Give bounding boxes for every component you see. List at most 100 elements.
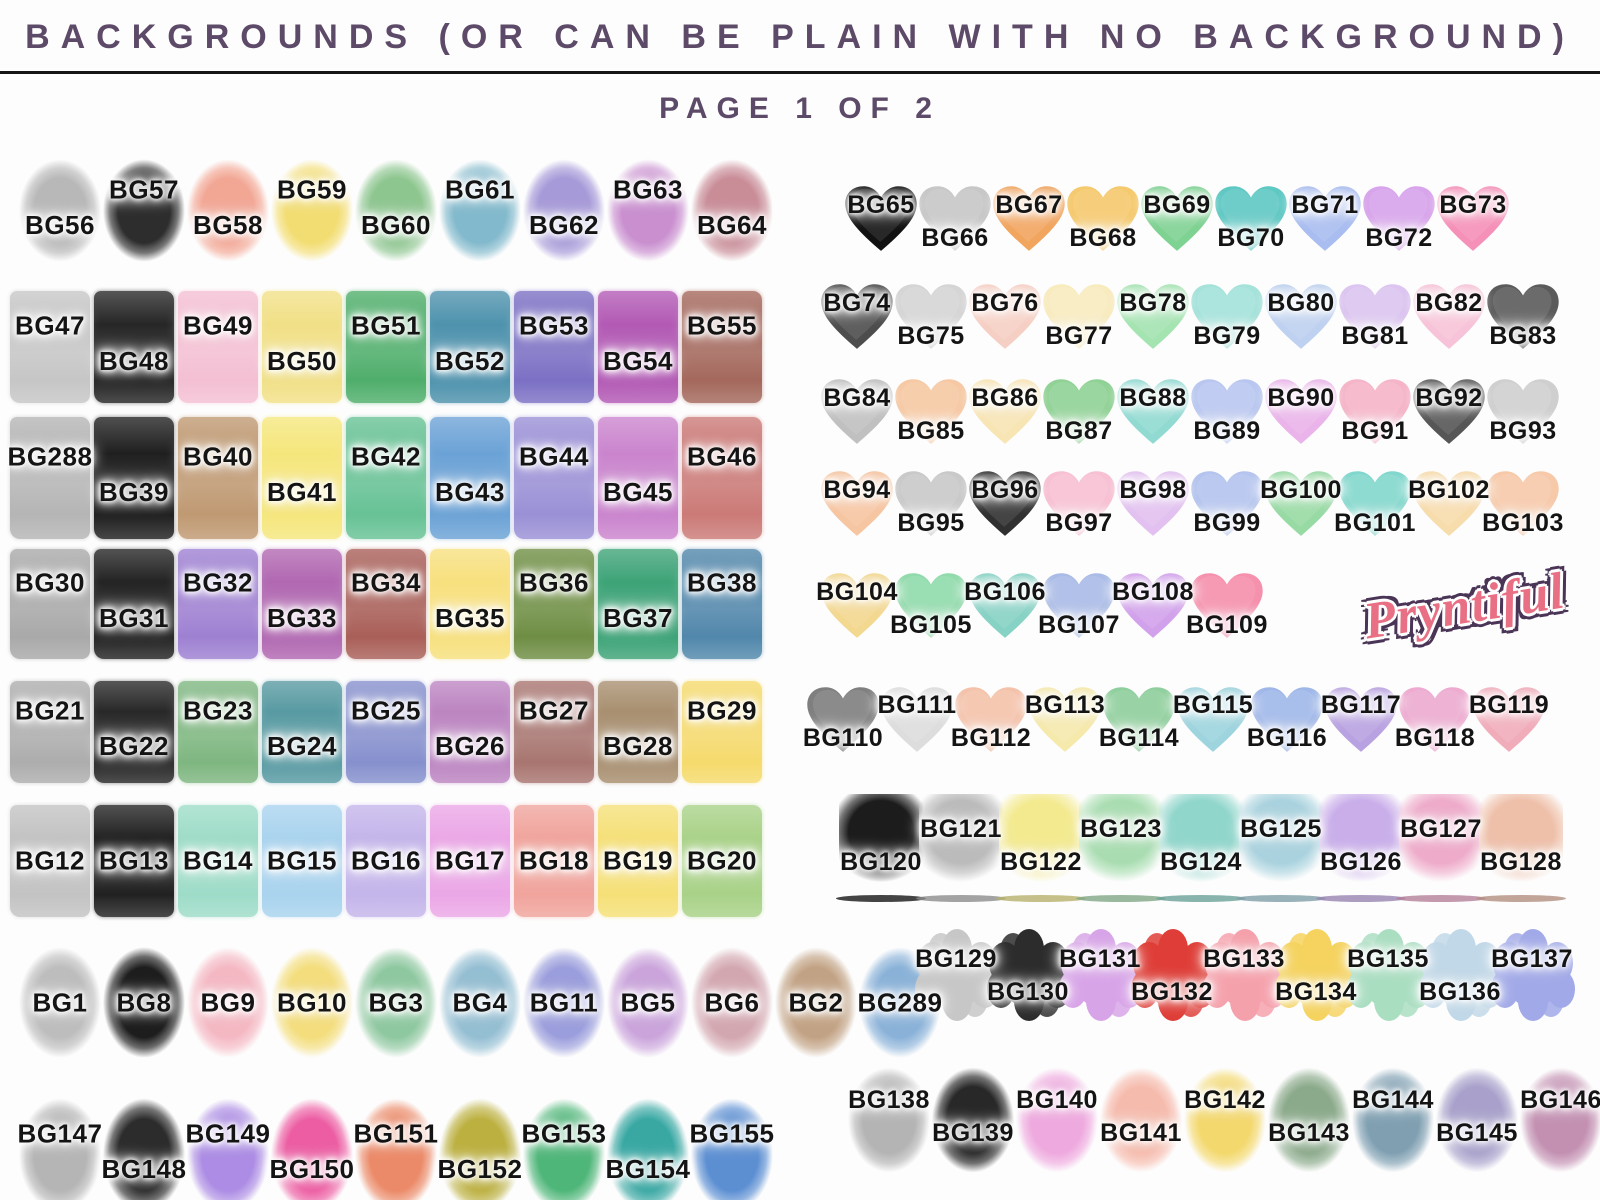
swatch-bg6: BG6 [682,935,782,1070]
splat-swatch-shape [1007,1056,1107,1184]
swatch-bg3: BG3 [346,935,446,1070]
heart-shape [1189,377,1265,447]
swatch-bg70: BG70 [1213,184,1289,266]
swatch-label: BG86 [971,383,1039,412]
swatch-bg49: BG49 [178,291,258,403]
swatch-bg151: BG151 [346,1086,446,1200]
swatch-label: BG143 [1268,1118,1350,1147]
swatch-bg141: BG141 [1091,1056,1191,1184]
heart-shape [953,685,1029,755]
swatch-bg147: BG147 [10,1086,110,1200]
splat-swatch-shape [94,1086,194,1200]
square-swatch-shape [262,681,342,783]
swatch-label: BG62 [529,209,599,240]
swatch-bg81: BG81 [1337,282,1413,364]
swatch-bg41: BG41 [262,417,342,539]
swatch-label: BG53 [519,310,589,341]
paint-splash-shape [1315,794,1407,902]
swatch-bg74: BG74 [819,282,895,364]
swatch-bg98: BG98 [1115,469,1191,551]
swatch-bg154: BG154 [598,1086,698,1200]
square-swatch-shape [346,549,426,659]
swatch-bg12: BG12 [10,805,90,917]
swatch-row: BG74 BG75 BG76 BG77 BG78 BG79 BG80 BG81 BG82 BG83 [819,280,1600,366]
pryntiful-logo-text: Pryntiful [1360,562,1570,650]
swatch-label: BG37 [603,602,673,633]
swatch-row: BG1 BG8 BG9 BG10 BG3 BG4 BG11 BG5 BG6 BG2 BG289 [10,935,950,1070]
swatch-label: BG89 [1193,416,1261,445]
swatch-bg82: BG82 [1411,282,1487,364]
splat-swatch-shape [682,148,782,273]
splat-swatch-shape [514,1086,614,1200]
splat-swatch-shape [598,1086,698,1200]
heart-shape [1337,469,1413,539]
heart-shape [1263,377,1339,447]
swatch-bg140: BG140 [1007,1056,1107,1184]
heart-shape [893,282,969,352]
swatch-label: BG31 [99,602,169,633]
swatch-label: BG5 [620,987,676,1017]
brush-blob-shape [1361,942,1417,1008]
heart-shape [1411,282,1487,352]
paint-drip-line [995,895,1087,902]
swatch-bg96: BG96 [967,469,1043,551]
swatch-label: BG90 [1267,383,1335,412]
swatch-label: BG70 [1217,223,1285,252]
heart-shape [1041,282,1117,352]
swatch-label: BG45 [603,476,673,507]
swatch-label: BG96 [971,475,1039,504]
square-swatch-shape [430,291,510,403]
swatch-bg145: BG145 [1427,1056,1527,1184]
swatch-label: BG78 [1119,288,1187,317]
swatch-label: BG4 [452,987,508,1017]
splat-swatch-shape [923,1056,1023,1184]
swatch-label: BG99 [1193,508,1261,537]
square-swatch-shape [430,681,510,783]
paint-drip-line [1315,895,1407,902]
swatch-label: BG117 [1320,690,1402,719]
paint-splash-shape [1075,794,1167,902]
square-swatch-shape [10,805,90,917]
swatch-label: BG126 [1320,847,1402,876]
swatch-label: BG34 [351,567,421,598]
swatch-bg87: BG87 [1041,377,1117,459]
swatch-bg14: BG14 [178,805,258,917]
swatch-label: BG130 [987,977,1069,1006]
swatch-bg138: BG138 [839,1056,939,1184]
swatch-label: BG68 [1069,223,1137,252]
swatch-bg110: BG110 [803,685,883,765]
square-swatch-shape [682,805,762,917]
square-swatch-shape [346,681,426,783]
swatch-label: BG113 [1024,690,1106,719]
swatch-bg54: BG54 [598,291,678,403]
swatch-bg107: BG107 [1038,571,1119,653]
swatch-label: BG24 [267,730,337,761]
splat-swatch-shape [178,148,278,273]
swatch-bg39: BG39 [94,417,174,539]
brush-blob-shape [1433,942,1489,1008]
swatch-bg124: BG124 [1155,794,1247,904]
swatch-bg139: BG139 [923,1056,1023,1184]
swatch-bg153: BG153 [514,1086,614,1200]
swatch-bg101: BG101 [1334,469,1416,551]
swatch-label: BG2 [788,987,844,1017]
swatch-bg155: BG155 [682,1086,782,1200]
swatch-label: BG16 [351,845,421,876]
swatch-label: BG74 [823,288,891,317]
swatch-bg30: BG30 [10,549,90,659]
paint-splash-shape [1235,794,1327,902]
swatch-label: BG91 [1341,416,1409,445]
swatch-column-right: BG65 BG66 BG67 BG68 BG69 BG70 BG71 BG72 BG73 BG74… [803,140,1600,1190]
swatch-bg18: BG18 [514,805,594,917]
swatch-label: BG60 [361,209,431,240]
swatch-label: BG118 [1394,723,1476,752]
swatch-label: BG50 [267,345,337,376]
swatch-bg136: BG136 [1419,920,1501,1038]
swatch-bg31: BG31 [94,549,174,659]
swatch-bg118: BG118 [1394,685,1476,765]
swatch-bg64: BG64 [682,148,782,273]
splat-swatch-shape [1343,1056,1443,1184]
swatch-label: BG101 [1334,508,1416,537]
swatch-column-left: BG56 BG57 BG58 BG59 BG60 BG61 BG62 BG63 BG64 BG47… [0,140,950,1200]
swatch-bg35: BG35 [430,549,510,659]
